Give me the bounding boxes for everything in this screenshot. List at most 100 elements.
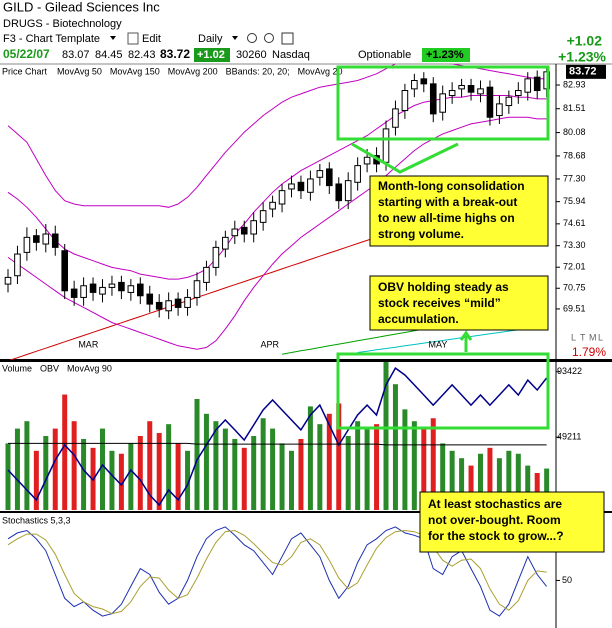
callout-arrow [459,330,473,352]
volume-bar [289,450,294,510]
candle-body [288,183,295,190]
volume-bar [506,450,512,510]
panel-title: Price Chart [2,66,48,76]
candle-body [505,96,513,107]
volume-bar [525,465,531,510]
tool-letter: A [562,332,568,342]
y-tick-label: 82.93 [563,79,586,89]
quote-volume: 30260 [236,49,267,61]
zoom-out[interactable] [264,33,274,43]
volume-bar [478,453,483,510]
highlight-box [336,352,550,430]
volume-bar [326,413,332,510]
candle-body [335,183,343,202]
bband-upper [7,64,547,208]
annotation-text: At least stochastics are [428,497,562,511]
x-tick-label: APR [261,339,280,349]
y-tick-label: 80.08 [563,127,586,137]
x-tick-label: MAY [429,339,448,349]
candle-body [467,85,475,93]
candle-body [51,233,59,248]
stochastic-line [7,529,547,615]
candle-body [4,276,12,285]
edit-icon[interactable] [127,32,139,45]
volume-bar [147,421,153,510]
volume-bar [24,421,30,510]
candle-body [259,210,267,223]
candle-body [316,170,324,178]
candle-body [458,85,465,90]
legend-entry: OBV [40,363,59,373]
volume-bar [43,436,49,510]
y-tick-label: 49211 [557,432,581,442]
volume-bar [298,438,304,510]
tool-letter: L [598,332,603,342]
candle-body [80,285,87,298]
stochastic-line [7,526,547,617]
volume-bar [430,418,436,510]
dropdown-arrow[interactable] [232,36,238,40]
annotation-text: for the stock to grow...? [428,529,564,543]
candle-body [155,301,163,310]
volume-bar [544,468,550,510]
candle-body [382,128,390,163]
volume-bar [402,409,408,510]
indicator-line [7,366,548,507]
template[interactable]: F3 - Chart Template [3,33,100,45]
menu-daily[interactable]: Daily [198,33,223,45]
volume-bar [175,443,181,510]
legend-entry: BBands: 20, 20; [226,66,290,76]
candle-body [231,228,239,237]
pct-badge [422,48,470,62]
volume-bar [411,421,417,510]
legend-entry: MovAvg 20 [298,66,343,76]
quote-low: 82.43 [128,49,156,61]
candle-body [448,90,456,97]
panel [7,526,547,617]
candle-body [250,220,257,235]
volume-bar [392,384,398,510]
volume-bar [33,450,39,510]
candle-body [127,285,135,293]
industry: DRUGS - Biotechnology [3,18,122,30]
y-tick-label: 77.30 [563,173,586,183]
volume-bar [185,450,191,510]
plot-layer: 82.93 81.51 80.08 78.68 77.30 75.94 74.61 73.30… [2,64,606,617]
annotation-text: to new all-time highs on [378,211,515,225]
candle-body [297,181,305,192]
quote-open: 83.07 [62,49,90,61]
moving-average [7,95,547,280]
volume-bar [279,443,285,510]
quote-change: +1.02 [197,49,225,61]
candle-body [146,293,154,305]
volume-bar [251,436,257,510]
dropdown-arrow[interactable] [110,36,116,40]
volume-bar [109,450,115,510]
volume-bar [156,433,162,510]
y-tick-label: 93422 [557,366,582,376]
y-tick-label: 50 [562,575,572,585]
volume-bar [383,362,389,510]
volume-bar [496,458,502,510]
quote-exchange: Nasdaq [272,49,310,61]
candle-body [354,165,361,183]
candle-body [33,235,40,243]
candle-body [307,178,314,193]
volume-bar [232,438,238,510]
last-price: 83.72 [569,66,597,78]
candle-body [477,88,484,95]
volume-bar [128,443,134,510]
volume-bar [421,428,427,510]
volume-bar [459,458,465,510]
legend-entry: MovAvg 150 [110,66,160,76]
crosshair[interactable] [281,32,294,45]
volume-bar [137,436,143,510]
quote-close: 83.72 [160,47,190,61]
menu-edit[interactable]: Edit [142,33,161,45]
zoom-in[interactable] [247,33,257,43]
change-badge [194,48,230,62]
volume-bar [345,436,351,510]
header-bg [0,0,612,64]
volume-bar [449,450,455,510]
legend-entry: Volume [2,363,32,373]
